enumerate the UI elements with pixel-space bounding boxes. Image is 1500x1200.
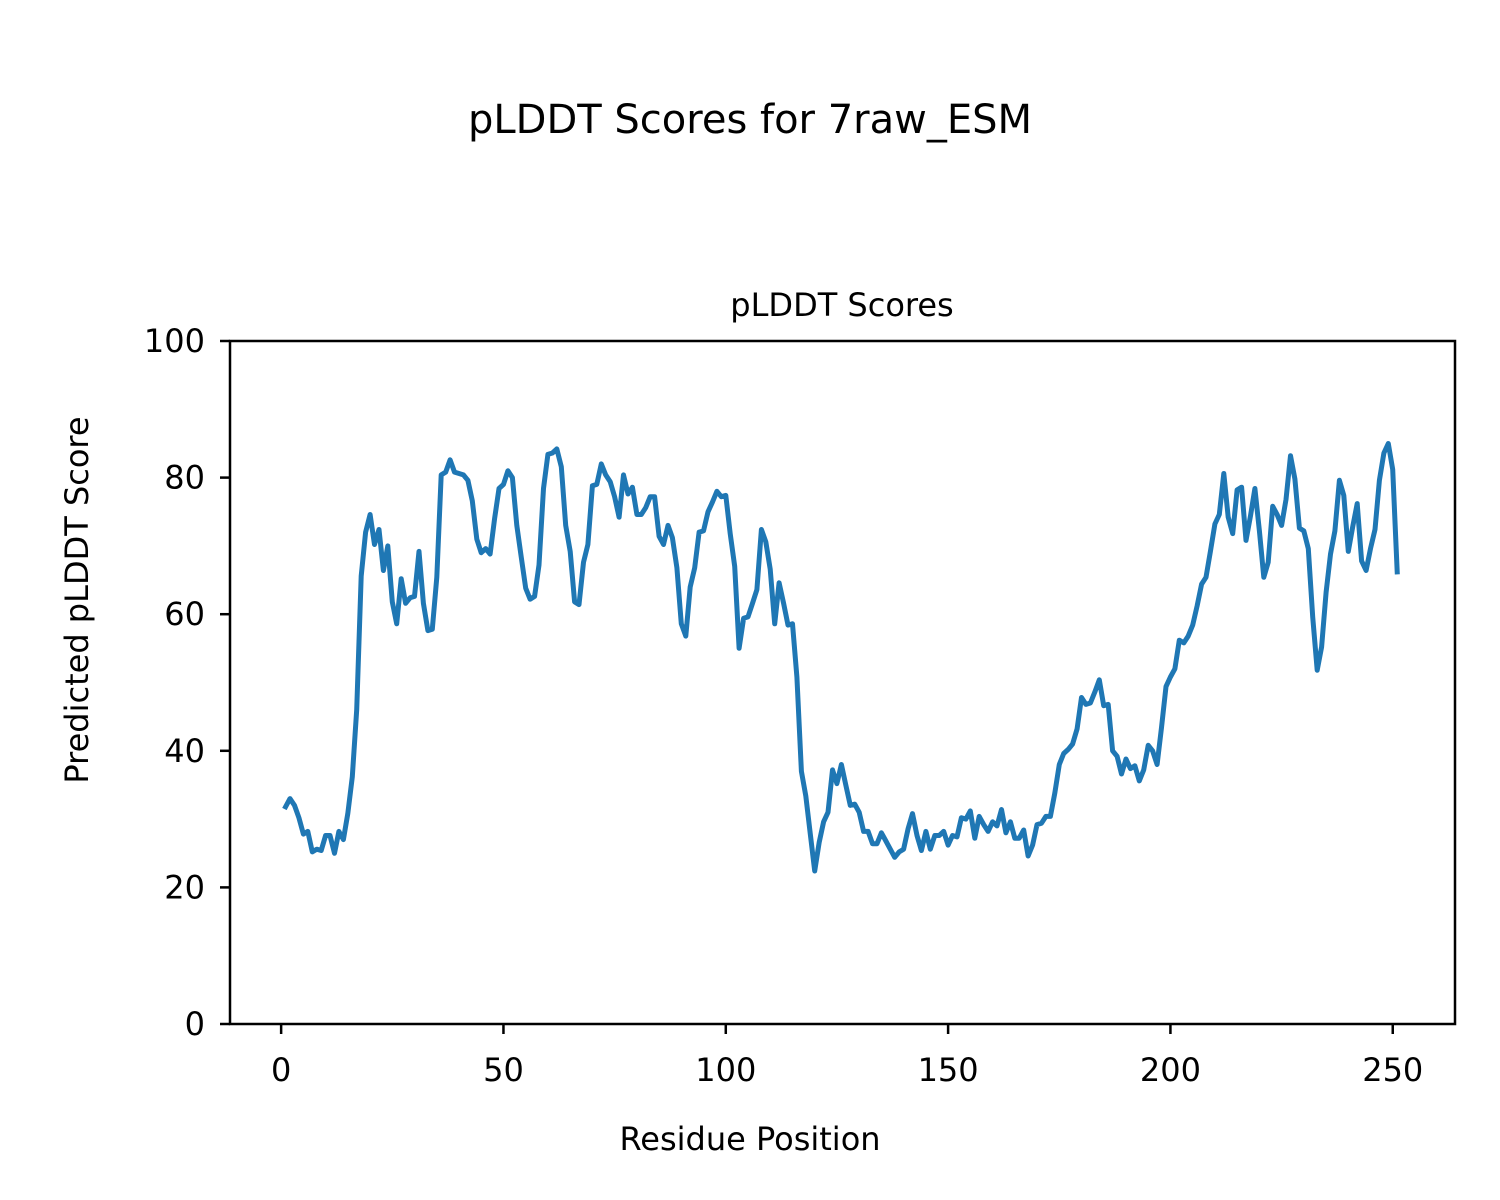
plot-frame: [228, 339, 1457, 1026]
y-axis-label: Predicted pLDDT Score: [58, 416, 96, 783]
series-line-plddt: [282, 441, 1400, 874]
x-tick-label: 100: [695, 1051, 756, 1089]
y-tick-label: 0: [185, 1005, 205, 1043]
x-axis: 0 50 100 150 200 250: [271, 1024, 1423, 1089]
x-axis-label: Residue Position: [619, 1120, 880, 1158]
x-tick-label: 150: [918, 1051, 979, 1089]
y-tick-label: 60: [164, 595, 205, 633]
figure-title: pLDDT Scores for 7raw_ESM: [468, 97, 1032, 143]
x-tick-label: 200: [1140, 1051, 1201, 1089]
y-axis: 0 20 40 60 80 100: [144, 322, 230, 1043]
x-tick-label: 0: [271, 1051, 291, 1089]
y-tick-label: 20: [164, 868, 205, 906]
x-tick-label: 50: [483, 1051, 524, 1089]
y-tick-label: 40: [164, 732, 205, 770]
axes-title: pLDDT Scores: [730, 286, 953, 324]
x-tick-label: 250: [1362, 1051, 1423, 1089]
y-tick-label: 80: [164, 459, 205, 497]
y-tick-label: 100: [144, 322, 205, 360]
